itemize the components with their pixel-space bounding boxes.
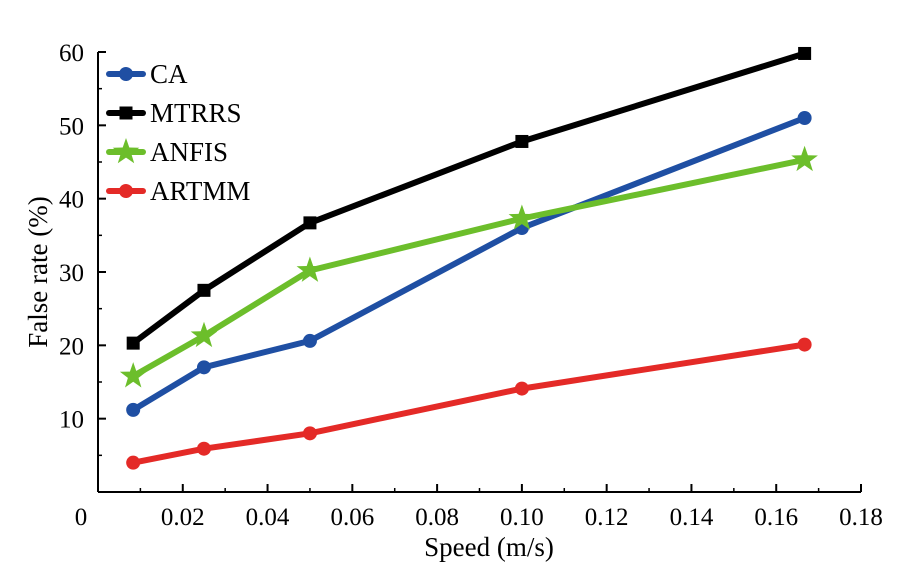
data-point-mtrrs: [197, 283, 211, 297]
data-point-artmm: [196, 441, 211, 456]
legend-label: ARTMM: [150, 176, 250, 206]
x-tick-label: 0.14: [670, 504, 714, 531]
y-tick-label: 60: [59, 40, 84, 67]
data-point-mtrrs: [798, 46, 812, 60]
legend-item-artmm: ARTMM: [106, 176, 250, 206]
legend-label: CA: [150, 59, 188, 89]
data-point-ca: [797, 111, 812, 125]
x-tick-label: 0.04: [246, 504, 290, 531]
data-point-mtrrs: [126, 336, 140, 350]
data-point-ca: [302, 333, 317, 348]
x-tick-label: 0.06: [330, 504, 374, 531]
legend: CA MTRRS ANFIS ARTMM: [106, 59, 250, 206]
data-point-artmm: [126, 455, 141, 470]
x-tick-label: 0.16: [754, 504, 798, 531]
origin-label: 0: [75, 504, 88, 531]
legend-swatch-marker: [119, 67, 133, 81]
legend-item-mtrrs: MTRRS: [106, 98, 242, 128]
x-tick-label: 0.02: [161, 504, 205, 531]
y-axis-title: False rate (%): [23, 196, 53, 347]
series-artmm: [126, 337, 812, 470]
x-tick-label: 0.08: [415, 504, 459, 531]
y-tick-label: 10: [59, 407, 84, 434]
series-mtrrs: [126, 46, 812, 350]
data-point-artmm: [302, 426, 317, 441]
legend-swatch-marker: [119, 184, 133, 198]
legend-swatch-marker: [112, 138, 140, 164]
x-tick-label: 0.12: [585, 504, 629, 531]
data-point-mtrrs: [303, 216, 317, 230]
data-point-anfis: [508, 204, 536, 230]
x-tick-label: 0.10: [500, 504, 544, 531]
x-axis-title: Speed (m/s): [424, 532, 554, 562]
legend-label: MTRRS: [150, 98, 242, 128]
data-point-anfis: [296, 256, 324, 282]
data-point-ca: [196, 360, 211, 375]
y-tick-label: 20: [59, 333, 84, 360]
legend-item-anfis: ANFIS: [106, 137, 228, 167]
data-point-artmm: [514, 381, 529, 396]
series-anfis: [119, 145, 818, 388]
series-layer: [119, 46, 818, 470]
legend-swatch-marker: [119, 106, 133, 120]
data-point-anfis: [190, 321, 218, 348]
data-point-artmm: [797, 337, 812, 352]
x-tick-label: 0.18: [839, 504, 883, 531]
y-tick-label: 40: [59, 187, 84, 214]
data-point-mtrrs: [515, 134, 529, 148]
data-point-anfis: [791, 145, 818, 172]
y-tick-label: 30: [59, 260, 84, 287]
axes: 0.02 0.04 0.06 0.08 0.10 0.12 0.14 0.16 0.18 10 20…: [59, 40, 883, 531]
series-ca: [126, 111, 812, 417]
legend-item-ca: CA: [106, 59, 188, 89]
data-point-anfis: [119, 362, 147, 388]
data-point-ca: [126, 402, 141, 417]
legend-label: ANFIS: [150, 137, 228, 167]
y-tick-label: 50: [59, 113, 84, 140]
